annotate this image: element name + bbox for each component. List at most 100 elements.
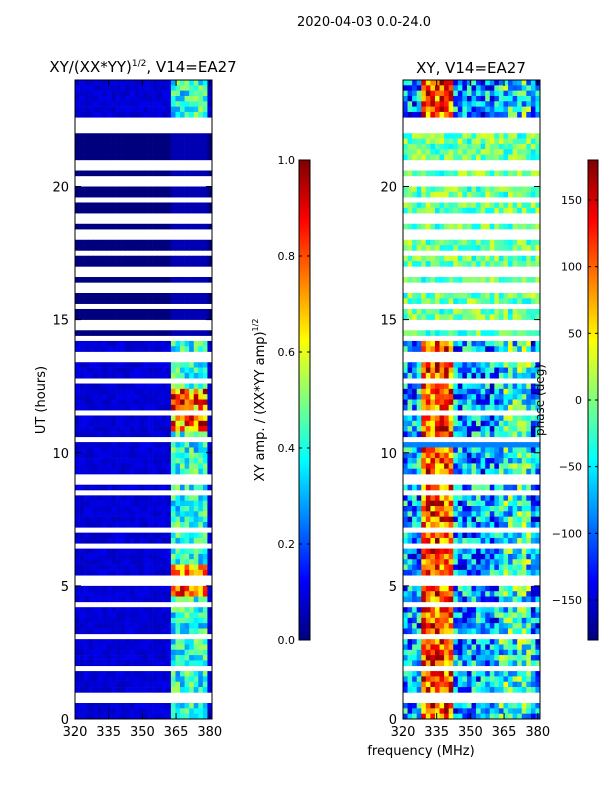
amplitude-cell	[143, 223, 149, 230]
phase-cell	[403, 639, 408, 645]
phase-cell	[480, 308, 486, 315]
phase-cell	[434, 447, 440, 454]
amplitude-cell	[157, 516, 163, 523]
amplitude-cell	[88, 713, 94, 720]
amplitude-cell	[134, 708, 140, 714]
phase-cell	[503, 394, 509, 400]
amplitude-cell	[166, 202, 172, 209]
phase-cell	[526, 111, 532, 118]
phase-cell	[444, 676, 449, 683]
phase-cell	[416, 101, 422, 107]
phase-cell	[489, 404, 495, 411]
amplitude-cell	[97, 532, 103, 539]
amplitude-cell	[175, 239, 181, 246]
amplitude-cell	[180, 138, 185, 145]
amplitude-cell	[97, 660, 103, 667]
phase-cell	[512, 223, 518, 230]
amplitude-cell	[193, 484, 199, 491]
phase-cell	[494, 138, 500, 145]
phase-cell	[416, 362, 422, 368]
amplitude-cell	[106, 628, 112, 635]
amplitude-cell	[120, 447, 126, 454]
phase-cell	[503, 484, 509, 491]
amplitude-cell	[157, 202, 163, 209]
phase-cell	[494, 708, 500, 714]
phase-cell	[503, 80, 509, 86]
phase-cell	[453, 223, 459, 230]
amplitude-cell	[120, 277, 126, 283]
phase-cell	[503, 564, 509, 571]
y-tick-label: 15	[52, 314, 69, 329]
phase-cell	[494, 463, 500, 470]
phase-cell	[530, 101, 536, 107]
phase-cell	[517, 612, 523, 619]
phase-cell	[448, 293, 454, 299]
phase-cell	[462, 111, 468, 118]
amplitude-cell	[152, 245, 158, 251]
phase-cell	[434, 564, 440, 571]
phase-cell	[421, 703, 427, 709]
amplitude-cell	[166, 426, 172, 432]
amplitude-cell	[148, 277, 153, 283]
phase-cell	[535, 207, 541, 214]
amplitude-cell	[116, 202, 121, 209]
phase-cell	[453, 639, 459, 645]
phase-cell	[471, 708, 477, 714]
amplitude-cell	[138, 277, 144, 283]
amplitude-cell	[157, 447, 163, 454]
amplitude-cell	[157, 553, 163, 560]
phase-cell	[416, 452, 422, 459]
amplitude-cell	[143, 80, 149, 86]
phase-cell	[425, 681, 431, 688]
phase-cell	[434, 708, 440, 714]
amplitude-cell	[189, 671, 195, 677]
amplitude-cell	[97, 255, 103, 262]
phase-cell	[512, 388, 518, 395]
amplitude-cell	[198, 399, 204, 406]
amplitude-cell	[180, 442, 185, 448]
phase-cell	[489, 340, 495, 347]
amplitude-cell	[189, 442, 195, 448]
amplitude-cell	[157, 420, 163, 427]
amplitude-cell	[170, 101, 176, 107]
phase-cell	[512, 277, 518, 283]
amplitude-cell	[116, 708, 121, 714]
phase-cell	[430, 255, 436, 262]
amplitude-cell	[170, 277, 176, 283]
phase-cell	[416, 500, 422, 507]
phase-cell	[471, 516, 477, 523]
phase-cell	[430, 458, 436, 464]
phase-cell	[535, 532, 541, 539]
amplitude-cell	[175, 388, 181, 395]
amplitude-cell	[97, 372, 103, 379]
phase-cell	[485, 388, 491, 395]
amplitude-cell	[88, 431, 94, 438]
amplitude-cell	[184, 458, 190, 464]
amplitude-cell	[125, 687, 131, 693]
phase-cell	[503, 170, 509, 177]
amplitude-cell	[102, 559, 108, 565]
phase-cell	[430, 106, 436, 113]
phase-cell	[462, 585, 468, 592]
amplitude-cell	[129, 372, 135, 379]
amplitude-cell	[152, 399, 158, 406]
amplitude-cell	[170, 308, 176, 315]
phase-cell	[530, 261, 536, 267]
amplitude-cell	[102, 639, 108, 645]
phase-cell	[512, 532, 518, 539]
phase-cell	[480, 399, 486, 406]
amplitude-cell	[166, 681, 172, 688]
phase-cell	[430, 708, 436, 714]
amplitude-cell	[202, 447, 208, 454]
phase-cell	[434, 394, 440, 400]
phase-cell	[407, 617, 413, 624]
phase-cell	[444, 639, 449, 645]
amplitude-cell	[84, 223, 89, 230]
phase-cell	[535, 671, 541, 677]
phase-cell	[407, 484, 413, 491]
amplitude-cell	[152, 308, 158, 315]
amplitude-cell	[75, 202, 80, 209]
phase-cell	[530, 143, 536, 150]
amplitude-cell	[116, 85, 121, 91]
amplitude-cell	[207, 617, 213, 624]
